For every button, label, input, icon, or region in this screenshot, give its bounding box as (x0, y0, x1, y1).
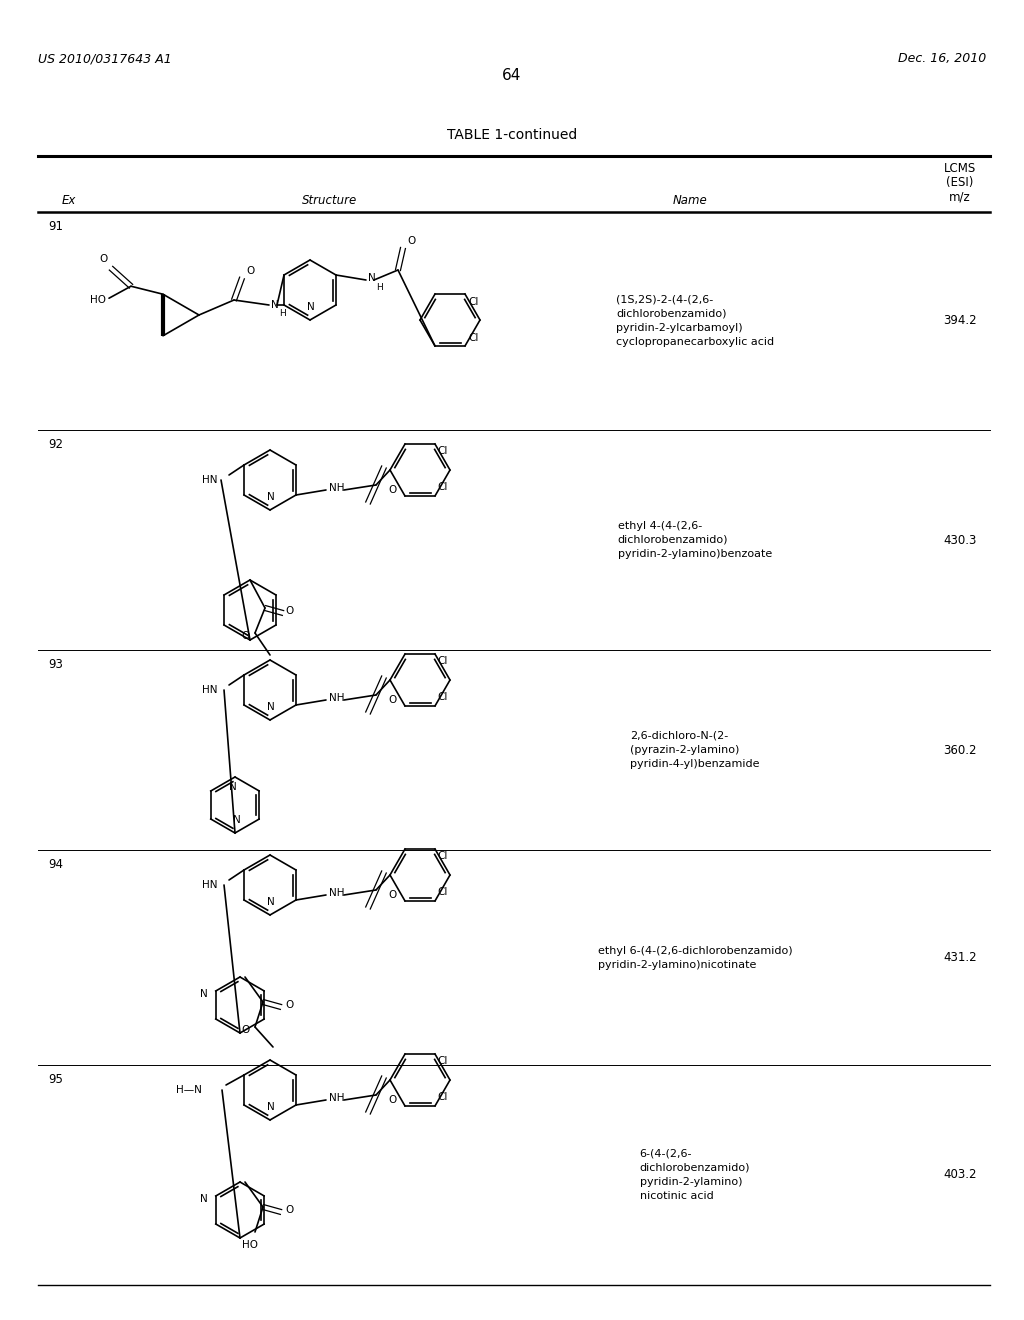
Text: N: N (271, 300, 279, 310)
Text: N: N (267, 702, 274, 711)
Text: Cl: Cl (437, 446, 447, 455)
Text: NH: NH (329, 693, 344, 704)
Text: LCMS: LCMS (944, 162, 976, 176)
Text: 93: 93 (48, 657, 62, 671)
Text: HO: HO (242, 1239, 258, 1250)
Text: Name: Name (673, 194, 708, 207)
Text: N: N (200, 1195, 208, 1204)
Text: 430.3: 430.3 (943, 533, 977, 546)
Text: O: O (388, 696, 396, 705)
Text: US 2010/0317643 A1: US 2010/0317643 A1 (38, 51, 172, 65)
Text: O: O (285, 606, 293, 616)
Text: NH: NH (329, 1093, 344, 1104)
Text: 6-(4-(2,6-
dichlorobenzamido)
pyridin-2-ylamino)
nicotinic acid: 6-(4-(2,6- dichlorobenzamido) pyridin-2-… (640, 1148, 751, 1201)
Text: O: O (388, 484, 396, 495)
Text: N: N (229, 781, 237, 792)
Text: O: O (242, 1026, 250, 1035)
Text: Cl: Cl (437, 1056, 447, 1067)
Text: Cl: Cl (437, 887, 447, 898)
Text: Structure: Structure (302, 194, 357, 207)
Text: N: N (233, 814, 241, 825)
Text: H—N: H—N (176, 1085, 202, 1096)
Text: 431.2: 431.2 (943, 950, 977, 964)
Text: HN: HN (202, 475, 217, 484)
Text: Cl: Cl (437, 1092, 447, 1102)
Text: O: O (407, 236, 415, 246)
Text: Cl: Cl (437, 851, 447, 861)
Text: 91: 91 (48, 220, 63, 234)
Text: 2,6-dichloro-N-(2-
(pyrazin-2-ylamino)
pyridin-4-yl)benzamide: 2,6-dichloro-N-(2- (pyrazin-2-ylamino) p… (630, 731, 760, 770)
Text: m/z: m/z (949, 190, 971, 203)
Text: N: N (267, 1102, 274, 1111)
Text: N: N (267, 898, 274, 907)
Text: Cl: Cl (437, 656, 447, 667)
Text: 92: 92 (48, 438, 63, 451)
Text: HN: HN (202, 880, 217, 890)
Text: ethyl 4-(4-(2,6-
dichlorobenzamido)
pyridin-2-ylamino)benzoate: ethyl 4-(4-(2,6- dichlorobenzamido) pyri… (617, 521, 772, 558)
Text: (1S,2S)-2-(4-(2,6-
dichlorobenzamido)
pyridin-2-ylcarbamoyl)
cyclopropanecarboxy: (1S,2S)-2-(4-(2,6- dichlorobenzamido) py… (616, 294, 774, 347)
Text: O: O (285, 1001, 293, 1010)
Text: Ex: Ex (62, 194, 77, 207)
Text: 94: 94 (48, 858, 63, 871)
Text: Cl: Cl (437, 482, 447, 492)
Text: N: N (267, 492, 274, 502)
Text: O: O (388, 890, 396, 900)
Text: O: O (285, 1205, 293, 1214)
Text: O: O (388, 1096, 396, 1105)
Text: N: N (307, 302, 314, 312)
Text: Cl: Cl (468, 333, 478, 343)
Text: Cl: Cl (468, 297, 478, 308)
Text: Dec. 16, 2010: Dec. 16, 2010 (898, 51, 986, 65)
Text: H: H (376, 282, 383, 292)
Text: 394.2: 394.2 (943, 314, 977, 327)
Text: 64: 64 (503, 69, 521, 83)
Text: N: N (368, 273, 376, 282)
Text: O: O (242, 631, 250, 642)
Text: 360.2: 360.2 (943, 743, 977, 756)
Text: O: O (246, 267, 254, 276)
Text: H: H (279, 309, 286, 318)
Text: HO: HO (90, 296, 106, 305)
Text: TABLE 1-continued: TABLE 1-continued (446, 128, 578, 143)
Text: (ESI): (ESI) (946, 176, 974, 189)
Text: ethyl 6-(4-(2,6-dichlorobenzamido)
pyridin-2-ylamino)nicotinate: ethyl 6-(4-(2,6-dichlorobenzamido) pyrid… (598, 945, 793, 969)
Text: O: O (99, 255, 108, 264)
Text: 95: 95 (48, 1073, 62, 1086)
Text: NH: NH (329, 888, 344, 898)
Text: NH: NH (329, 483, 344, 492)
Text: 403.2: 403.2 (943, 1168, 977, 1181)
Text: Cl: Cl (437, 692, 447, 702)
Text: N: N (200, 989, 208, 999)
Text: HN: HN (202, 685, 217, 696)
